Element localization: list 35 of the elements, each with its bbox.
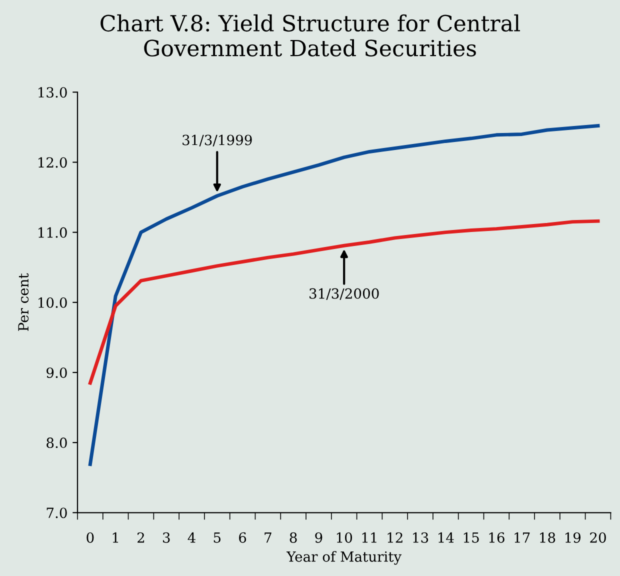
y-tick-label: 7.0 [46, 508, 67, 518]
x-tick-label: 4 [188, 532, 196, 543]
x-tick-label: 2 [138, 532, 144, 543]
x-tick-label: 3 [163, 532, 170, 543]
x-axis-title: Year of Maturity [286, 551, 402, 565]
line-series [88, 219, 600, 385]
x-tick-label: 17 [514, 532, 530, 543]
text: 31/3/2000 [310, 288, 379, 300]
y-tick-label: 9.0 [46, 367, 67, 378]
x-tick-label: 15 [464, 532, 479, 543]
x-tick-label: 12 [388, 532, 402, 543]
x-tick-label: 11 [362, 532, 376, 543]
chart-title: Chart V.8: Yield Structure for Central Government Dated Securities [100, 14, 520, 56]
y-tick-label: 11.0 [38, 227, 67, 238]
x-tick-label: 10 [336, 532, 352, 543]
x-tick-label: 5 [214, 532, 220, 543]
x-tick-label: 9 [315, 532, 322, 543]
x-tick-label: 8 [290, 532, 297, 543]
y-tick-label: 12.0 [38, 157, 67, 168]
y-tick-label: 8.0 [46, 438, 67, 448]
x-tick-label: 14 [438, 532, 454, 543]
x-tick-label: 16 [489, 532, 504, 543]
x-tick-label: 19 [565, 532, 581, 543]
x-tick-label: 7 [264, 532, 272, 543]
x-tick-label: 13 [413, 532, 428, 543]
y-tick-label: 13.0 [38, 87, 67, 98]
x-tick-label: 20 [590, 532, 606, 543]
x-tick-label: 18 [540, 532, 556, 543]
y-tick-label: 10.0 [38, 297, 67, 308]
x-tick-label: 1 [112, 532, 118, 543]
y-axis-title: Per cent [18, 273, 29, 331]
text: 31/3/1999 [182, 134, 252, 146]
x-tick-label: 0 [86, 532, 94, 543]
line-series [88, 124, 600, 466]
x-tick-label: 6 [239, 532, 246, 543]
